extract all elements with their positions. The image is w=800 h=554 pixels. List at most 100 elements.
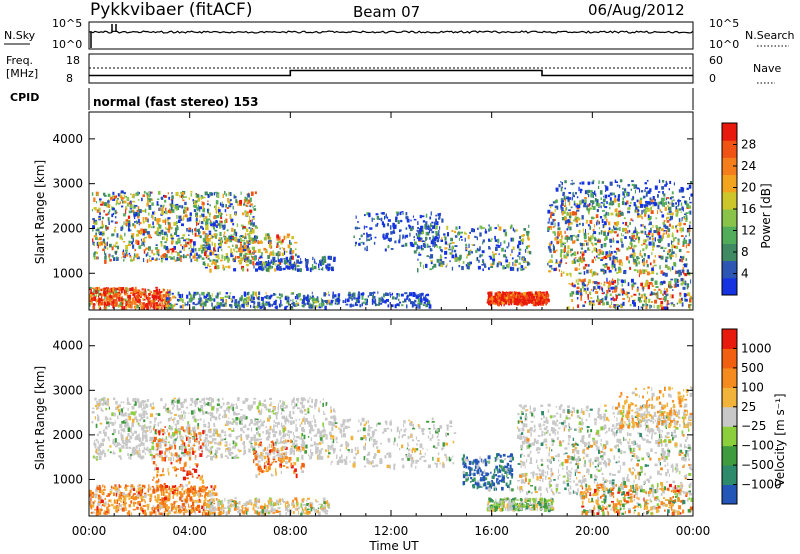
echo-cell [143,250,146,254]
echo-cell [263,247,267,251]
echo-cell [564,180,567,184]
echo-cell [277,422,280,425]
echo-cell [98,288,101,292]
echo-cell [526,263,529,266]
echo-cell [239,260,242,264]
echo-cell [569,217,571,221]
echo-cell [260,419,262,423]
echo-cell [511,292,514,296]
echo-cell [116,288,118,291]
echo-cell [673,304,675,307]
echo-cell [639,270,642,275]
echo-cell [183,196,187,198]
echo-cell [293,397,295,401]
echo-cell [113,228,116,233]
echo-cell [150,413,154,418]
echo-cell [678,272,681,277]
echo-cell [646,304,649,307]
echo-cell [139,292,141,295]
echo-cell [222,415,224,419]
echo-cell [465,243,467,247]
echo-cell [595,193,597,197]
echo-cell [617,214,621,217]
echo-cell [327,444,330,449]
echo-cell [631,235,634,239]
echo-cell [332,294,335,299]
echo-cell [599,239,601,243]
echo-cell [455,226,458,230]
velocity-data [89,386,693,516]
echo-cell [111,303,114,307]
echo-cell [289,413,291,418]
echo-cell [175,296,177,299]
echo-cell [568,215,571,219]
echo-cell [644,205,646,209]
echo-cell [401,304,404,307]
echo-cell [429,228,433,231]
echo-cell [98,431,102,434]
echo-cell [166,291,170,294]
echo-cell [96,256,98,260]
echo-cell [240,243,242,247]
echo-cell [213,298,216,302]
echo-cell [597,273,599,276]
echo-cell [243,445,246,450]
echo-cell [539,297,541,300]
echo-cell [619,227,621,231]
echo-cell [615,213,618,217]
echo-cell [258,291,261,295]
echo-cell [685,294,688,296]
echo-cell [165,226,167,230]
echo-cell [417,234,421,238]
echo-cell [424,225,427,230]
echo-cell [685,258,688,261]
echo-cell [645,297,648,300]
echo-cell [417,258,419,261]
echo-cell [292,406,295,410]
echo-cell [207,208,209,213]
echo-cell [153,295,156,299]
echo-cell [253,301,256,305]
echo-cell [287,301,290,306]
echo-cell [183,244,186,248]
echo-cell [142,217,145,221]
echo-cell [440,263,444,268]
echo-cell [334,294,337,298]
echo-cell [609,197,612,201]
echo-cell [345,298,347,302]
echo-cell [191,248,195,253]
echo-cell [155,218,158,222]
echo-cell [206,397,209,400]
echo-cell [112,198,116,201]
echo-cell [252,205,254,209]
echo-cell [603,231,606,236]
echo-cell [150,302,154,305]
echo-cell [425,237,428,240]
echo-cell [111,213,114,218]
echo-cell [620,288,624,293]
echo-cell [143,414,146,418]
echo-cell [617,233,619,236]
echo-cell [594,238,597,241]
echo-cell [336,302,339,306]
echo-cell [478,259,480,263]
echo-cell [633,234,636,237]
echo-cell [605,186,609,191]
echo-cell [528,262,531,266]
echo-cell [411,242,414,246]
echo-cell [312,300,314,303]
echo-cell [366,237,368,242]
echo-cell [125,209,127,214]
echo-cell [634,184,638,189]
echo-cell [331,266,334,272]
echo-cell [676,278,679,284]
echo-cell [141,197,143,202]
echo-cell [425,221,428,225]
echo-cell [216,409,218,414]
echo-cell [176,408,180,411]
echo-cell [239,199,243,205]
echo-cell [320,297,322,302]
echo-cell [272,262,275,265]
echo-cell [135,253,139,258]
